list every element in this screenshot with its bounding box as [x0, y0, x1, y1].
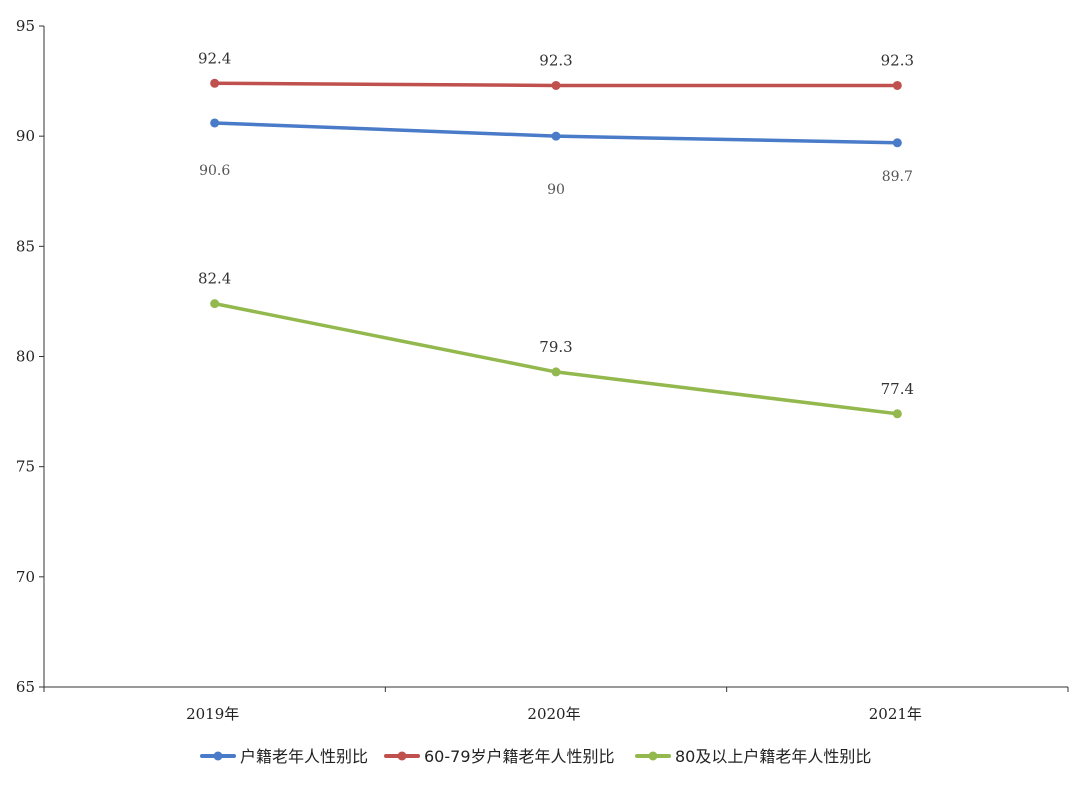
data-point — [551, 131, 561, 141]
y-tick-label: 85 — [16, 237, 35, 255]
data-label: 90.6 — [199, 163, 230, 179]
legend-item: 户籍老年人性别比 — [200, 747, 368, 766]
legend-item: 80及以上户籍老年人性别比 — [635, 747, 871, 766]
data-point — [210, 299, 220, 309]
data-label: 90 — [547, 182, 565, 198]
legend-swatch-marker — [213, 751, 223, 761]
series-layer — [210, 78, 902, 419]
y-tick-label: 65 — [16, 678, 35, 696]
y-tick-label: 75 — [16, 458, 35, 476]
series-line — [212, 301, 900, 416]
y-tick-label: 90 — [16, 127, 35, 145]
axes-layer: 65 70 75 80 85 90 95 2019年 2020年 2021年 — [16, 17, 1069, 723]
legend-item: 60-79岁户籍老年人性别比 — [384, 747, 615, 766]
data-labels-layer: 90.6 90 89.7 92.4 92.3 92.3 82.4 79.3 77.4 — [198, 49, 914, 398]
data-label: 92.3 — [881, 51, 914, 69]
legend-swatch-marker — [648, 751, 658, 761]
legend: 户籍老年人性别比 60-79岁户籍老年人性别比 80及以上户籍老年人性别比 — [200, 747, 871, 766]
x-tick-label: 2021年 — [869, 705, 922, 723]
data-point — [551, 367, 561, 377]
data-label: 79.3 — [539, 338, 572, 356]
legend-swatch-marker — [397, 751, 407, 761]
x-tick-label: 2019年 — [186, 705, 239, 723]
data-point — [892, 80, 902, 90]
data-label: 82.4 — [198, 270, 231, 288]
data-point — [210, 78, 220, 88]
data-point — [551, 80, 561, 90]
data-point — [892, 409, 902, 419]
legend-label: 80及以上户籍老年人性别比 — [675, 747, 871, 766]
y-tick-label: 95 — [16, 17, 35, 35]
data-label: 92.3 — [539, 51, 572, 69]
y-tick-label: 70 — [16, 568, 35, 586]
x-tick-label: 2020年 — [527, 705, 580, 723]
data-label: 77.4 — [881, 380, 914, 398]
data-point — [210, 118, 220, 128]
data-label: 89.7 — [882, 169, 913, 185]
y-tick-label: 80 — [16, 348, 35, 366]
legend-label: 户籍老年人性别比 — [240, 747, 368, 766]
data-label: 92.4 — [198, 49, 231, 67]
data-point — [892, 138, 902, 148]
legend-label: 60-79岁户籍老年人性别比 — [424, 747, 615, 766]
